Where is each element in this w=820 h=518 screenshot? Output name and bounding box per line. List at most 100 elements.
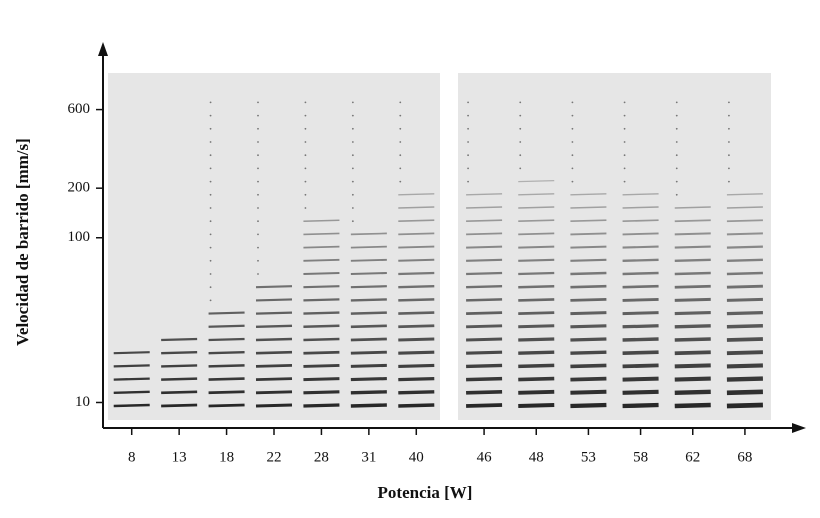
scan-track bbox=[303, 311, 340, 315]
scan-track bbox=[113, 390, 150, 394]
scan-track bbox=[726, 310, 763, 316]
x-axis-title: Potencia [W] bbox=[378, 483, 473, 502]
scan-track bbox=[570, 298, 607, 302]
scan-track bbox=[518, 389, 555, 395]
scan-track bbox=[208, 311, 245, 315]
scan-track bbox=[398, 298, 435, 302]
scan-dot bbox=[675, 154, 678, 157]
scan-dot bbox=[467, 141, 469, 143]
scan-dot bbox=[519, 101, 522, 104]
x-tick-label: 13 bbox=[172, 449, 187, 465]
scan-track bbox=[674, 284, 711, 289]
scan-dot bbox=[571, 180, 574, 183]
scan-track bbox=[518, 271, 555, 276]
scan-track bbox=[398, 232, 435, 236]
scan-track bbox=[303, 377, 340, 382]
scan-track bbox=[113, 403, 150, 408]
scan-track bbox=[303, 363, 340, 368]
scan-dot bbox=[467, 180, 469, 183]
scan-track bbox=[570, 324, 607, 329]
scan-track bbox=[466, 337, 503, 342]
scan-dot bbox=[399, 180, 402, 183]
right-panel bbox=[458, 73, 771, 420]
scan-track bbox=[466, 271, 503, 276]
scan-track bbox=[466, 245, 503, 249]
scan-track bbox=[518, 363, 555, 369]
scan-track bbox=[674, 363, 711, 369]
scan-track bbox=[518, 245, 555, 249]
scan-track bbox=[161, 403, 198, 408]
scan-dot bbox=[467, 127, 469, 130]
scan-dot bbox=[571, 141, 574, 143]
scan-track bbox=[622, 193, 659, 196]
scan-track bbox=[622, 389, 659, 395]
scan-track bbox=[113, 364, 150, 368]
scan-track bbox=[674, 258, 711, 262]
scan-dot bbox=[623, 127, 626, 130]
scan-dot bbox=[257, 180, 259, 183]
y-tick-label: 10 bbox=[75, 394, 90, 410]
scan-track bbox=[350, 337, 387, 342]
scan-track bbox=[255, 324, 293, 328]
scan-dot bbox=[399, 141, 402, 143]
scan-dot bbox=[351, 141, 354, 143]
scan-track bbox=[622, 337, 659, 342]
scan-dot bbox=[467, 167, 469, 170]
scan-track bbox=[113, 377, 150, 381]
scan-track bbox=[466, 219, 503, 223]
scan-dot bbox=[209, 167, 212, 170]
scan-track bbox=[570, 258, 607, 262]
scan-track bbox=[466, 285, 503, 289]
scan-track bbox=[570, 206, 607, 209]
scan-track bbox=[255, 337, 293, 342]
scan-track bbox=[570, 402, 607, 409]
scan-track bbox=[674, 271, 711, 276]
scan-dot bbox=[623, 114, 626, 117]
scan-track bbox=[518, 337, 555, 342]
scan-dot bbox=[519, 154, 522, 157]
scan-track bbox=[570, 311, 607, 316]
scan-track bbox=[570, 245, 607, 249]
scan-track bbox=[622, 363, 659, 369]
scan-dot bbox=[675, 127, 678, 130]
scan-dot bbox=[209, 233, 212, 236]
scan-dot bbox=[304, 193, 307, 196]
x-tick-label: 22 bbox=[267, 449, 282, 465]
scan-track bbox=[570, 232, 607, 236]
scan-track bbox=[398, 285, 435, 289]
scan-track bbox=[350, 258, 387, 262]
scan-dot bbox=[209, 154, 212, 157]
scan-track bbox=[350, 324, 387, 329]
scan-track bbox=[726, 245, 763, 249]
scan-track bbox=[674, 311, 711, 316]
scan-track bbox=[570, 363, 607, 369]
scan-track bbox=[255, 285, 293, 289]
scan-track bbox=[570, 271, 607, 276]
scan-dot bbox=[399, 127, 402, 130]
scan-track bbox=[570, 389, 607, 395]
scan-track bbox=[570, 219, 607, 223]
scan-track bbox=[674, 245, 711, 249]
scan-track bbox=[350, 285, 387, 289]
scan-track bbox=[674, 324, 711, 329]
scan-track bbox=[674, 232, 711, 236]
scan-dot bbox=[257, 167, 259, 170]
scan-dot bbox=[257, 193, 259, 196]
y-tick-label: 200 bbox=[68, 180, 91, 196]
scan-dot bbox=[728, 114, 730, 117]
scan-track bbox=[113, 351, 150, 355]
scan-track bbox=[674, 337, 711, 342]
scan-track bbox=[622, 245, 659, 249]
scan-dot bbox=[571, 127, 574, 130]
scan-track bbox=[255, 377, 293, 382]
y-tick-label: 100 bbox=[68, 229, 91, 245]
left-panel bbox=[108, 73, 440, 420]
scan-dot bbox=[351, 207, 354, 209]
scan-track bbox=[398, 337, 435, 342]
scan-track bbox=[518, 403, 555, 408]
scan-track bbox=[674, 389, 711, 395]
scan-track bbox=[726, 363, 763, 369]
scan-track bbox=[518, 232, 555, 236]
scan-dot bbox=[304, 180, 307, 183]
scan-track bbox=[570, 376, 607, 382]
